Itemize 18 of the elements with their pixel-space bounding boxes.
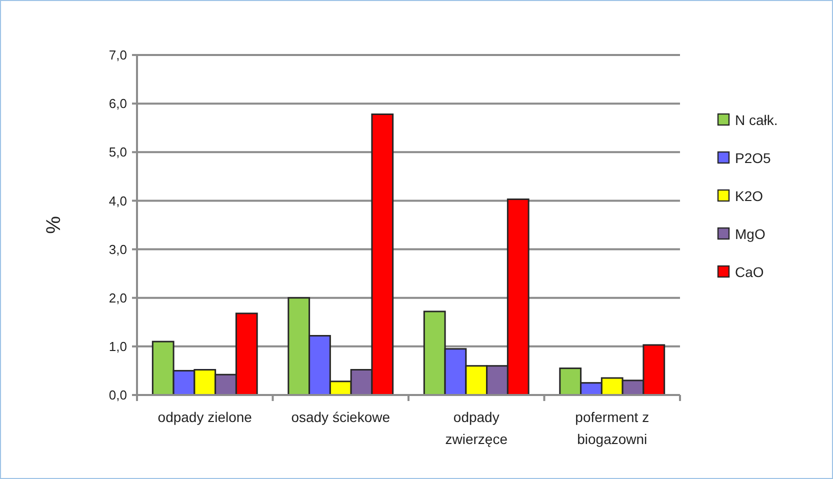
y-axis-title: % [43,216,65,234]
x-tick-label: poferment z biogazowni [575,409,650,447]
y-tick-label: 5,0 [108,144,127,160]
y-tick-label: 2,0 [108,290,127,306]
legend-label: K2O [735,188,764,204]
y-tick-label: 1,0 [108,338,127,354]
y-tick-label: 0,0 [108,388,127,403]
x-tick-label: osady ściekowe [291,409,390,425]
x-tick-label: odpady zwierzęce [445,409,508,447]
legend-label: CaO [735,264,764,280]
x-tick-label: odpady zielone [158,409,252,425]
legend-label: P2O5 [735,150,772,166]
y-tick-label: 7,0 [108,48,127,63]
legend-label: N całk. [735,112,778,128]
y-tick-label: 4,0 [108,193,127,208]
legend-label: MgO [735,226,766,242]
y-tick-label: 3,0 [108,242,127,257]
y-tick-label: 6,0 [108,96,127,112]
